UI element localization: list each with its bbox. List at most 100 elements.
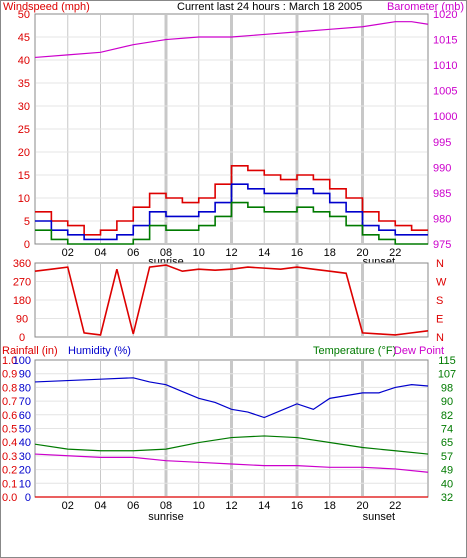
temperature-tick-label: 49 — [441, 465, 453, 477]
direction-compass-label: N — [436, 332, 444, 344]
humidity-tick-label: 10 — [19, 478, 31, 490]
time-tick-label: 14 — [258, 247, 270, 259]
direction-compass-label: S — [436, 295, 443, 307]
rainfall-tick-label: 0.2 — [2, 465, 17, 477]
direction-degree-label: 0 — [19, 332, 25, 344]
rainfall-tick-label: 0.3 — [2, 451, 17, 463]
windspeed-tick-label: 30 — [18, 101, 30, 113]
rainfall-axis-label: Rainfall (in) — [2, 345, 58, 357]
time-tick-label: 12 — [225, 500, 237, 512]
humidity-tick-label: 60 — [19, 410, 31, 422]
time-ticks-top: 02 04 06 08 10 12 14 16 18 20 22 — [62, 247, 402, 259]
temperature-tick-label: 107 — [438, 369, 456, 381]
barometer-axis-label: Barometer (mb) — [387, 1, 464, 13]
windspeed-gust-line — [35, 165, 428, 236]
windspeed-tick-label: 20 — [18, 147, 30, 159]
rainfall-tick-label: 0.5 — [2, 424, 17, 436]
temperature-tick-label: 90 — [441, 396, 453, 408]
windspeed-minimum-line — [35, 201, 428, 245]
direction-degree-ticks: 0 90 180 270 360 — [13, 258, 31, 344]
rainfall-tick-label: 0.7 — [2, 396, 17, 408]
temperature-line — [34, 453, 429, 473]
barometer-tick-label: 990 — [433, 162, 451, 174]
humidity-axis-label: Humidity (%) — [68, 345, 131, 357]
rainfall-tick-label: 0.8 — [2, 382, 17, 394]
time-tick-label: 02 — [62, 500, 74, 512]
windspeed-tick-label: 35 — [18, 78, 30, 90]
windspeed-tick-label: 0 — [24, 239, 30, 251]
humidity-tick-label: 40 — [19, 437, 31, 449]
time-tick-label: 20 — [356, 247, 368, 259]
humidity-tick-label: 20 — [19, 465, 31, 477]
rainfall-tick-label: 1.0 — [2, 355, 17, 367]
humidity-line — [34, 377, 429, 419]
humidity-tick-label: 80 — [19, 382, 31, 394]
temperature-axis-label: Temperature (°F) — [313, 345, 396, 357]
temperature-tick-label: 74 — [441, 424, 453, 436]
time-tick-label: 08 — [160, 247, 172, 259]
windspeed-tick-label: 45 — [18, 32, 30, 44]
windspeed-ticks: 0 5 10 15 20 25 30 35 40 45 50 — [18, 9, 30, 251]
windspeed-average-line — [35, 183, 428, 241]
time-tick-label: 22 — [389, 500, 401, 512]
rainfall-ticks: 0.0 0.10.2 0.3 0.40.5 0.6 0.7 0.80.9 1.0 — [2, 355, 17, 504]
time-tick-label: 22 — [389, 247, 401, 259]
direction-compass-label: N — [436, 258, 444, 270]
wind-panel-series — [34, 21, 429, 245]
barometer-tick-label: 975 — [433, 239, 451, 251]
time-tick-label: 16 — [291, 247, 303, 259]
rainfall-tick-label: 0.1 — [2, 478, 17, 490]
time-tick-label: 18 — [324, 500, 336, 512]
direction-panel-grid — [36, 264, 427, 336]
temperature-tick-label: 115 — [438, 355, 456, 367]
time-tick-label: 10 — [193, 247, 205, 259]
time-tick-label: 12 — [225, 247, 237, 259]
temperature-panel-grid — [36, 361, 427, 496]
time-tick-label: 04 — [94, 247, 106, 259]
time-tick-label: 18 — [324, 247, 336, 259]
temperature-tick-label: 40 — [441, 478, 453, 490]
barometer-tick-label: 980 — [433, 213, 451, 225]
temperature-tick-label: 82 — [441, 410, 453, 422]
chart-title: Current last 24 hours : March 18 2005 — [177, 1, 362, 13]
temperature-tick-label: 57 — [441, 451, 453, 463]
barometer-tick-label: 1020 — [433, 9, 457, 21]
barometer-tick-label: 1010 — [433, 60, 457, 72]
windspeed-tick-label: 40 — [18, 55, 30, 67]
barometer-tick-label: 985 — [433, 188, 451, 200]
direction-panel-series — [34, 264, 429, 336]
time-tick-label: 14 — [258, 500, 270, 512]
dewpoint-axis-label: Dew Point — [394, 345, 444, 357]
barometer-tick-label: 1015 — [433, 35, 457, 47]
barometer-ticks: 975 980 985 990 995 1000 1005 1010 1015 1020 — [433, 9, 457, 251]
time-tick-label: 04 — [94, 500, 106, 512]
direction-degree-label: 360 — [13, 258, 31, 270]
direction-compass-label: E — [436, 314, 443, 326]
temperature-tick-label: 65 — [441, 437, 453, 449]
windspeed-tick-label: 50 — [18, 9, 30, 21]
barometer-line — [34, 21, 429, 59]
time-tick-label: 02 — [62, 247, 74, 259]
windspeed-axis-label: Windspeed (mph) — [3, 1, 90, 13]
direction-degree-label: 90 — [16, 314, 28, 326]
humidity-tick-label: 30 — [19, 451, 31, 463]
time-tick-label: 10 — [193, 500, 205, 512]
barometer-tick-label: 995 — [433, 137, 451, 149]
windspeed-tick-label: 25 — [18, 124, 30, 136]
temperature-tick-label: 32 — [441, 492, 453, 504]
time-tick-label: 08 — [160, 500, 172, 512]
temperature-tick-label: 98 — [441, 382, 453, 394]
wind-direction-line — [34, 264, 429, 336]
direction-degree-label: 270 — [13, 277, 31, 289]
humidity-tick-label: 50 — [19, 424, 31, 436]
temperature-panel-series — [34, 377, 429, 498]
time-tick-label: 16 — [291, 500, 303, 512]
humidity-tick-label: 70 — [19, 396, 31, 408]
rainfall-tick-label: 0.9 — [2, 369, 17, 381]
direction-compass-label: W — [436, 277, 447, 289]
humidity-tick-label: 90 — [19, 369, 31, 381]
time-ticks-bottom: 02 04 06 08 10 12 14 16 18 20 22 — [62, 500, 402, 512]
